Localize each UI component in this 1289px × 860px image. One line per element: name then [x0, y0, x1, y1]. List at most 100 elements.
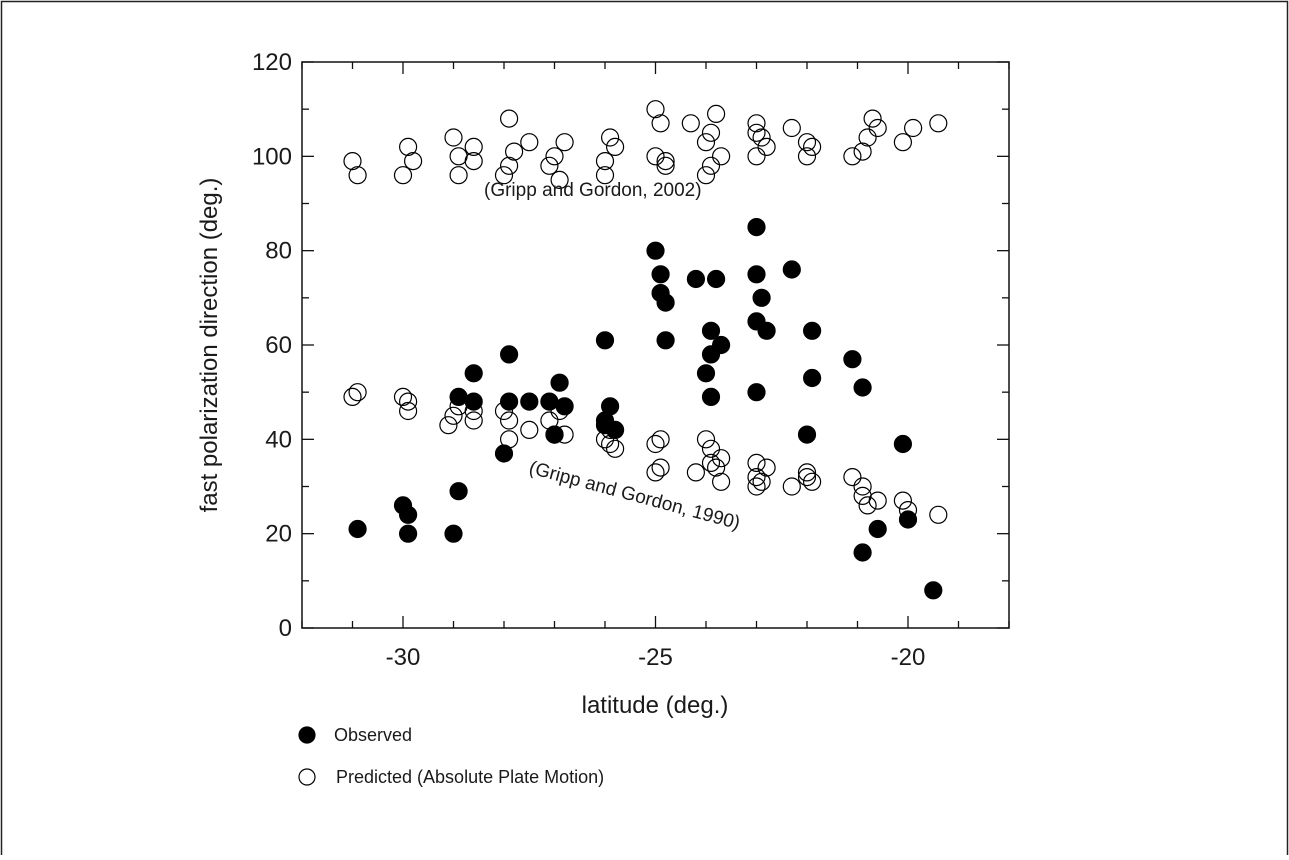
predicted-point — [504, 142, 524, 161]
predicted-point — [903, 118, 923, 138]
y-tick-label: 100 — [252, 143, 292, 170]
predicted-point — [646, 463, 665, 482]
predicted-point — [711, 449, 731, 468]
predicted-point — [646, 147, 665, 166]
predicted-point — [343, 387, 362, 406]
axis-tick-labels: -30 -25 -20 0 20 40 60 80 100 120 — [252, 49, 925, 671]
y-tick-label: 120 — [252, 49, 292, 76]
predicted-point — [651, 458, 670, 477]
predicted-point — [752, 472, 771, 491]
predicted-point — [656, 152, 675, 171]
x-tick-label: -30 — [386, 644, 421, 671]
observed-point — [656, 293, 675, 312]
predicted-point — [843, 147, 862, 166]
predicted-point — [747, 477, 766, 496]
predicted-point — [752, 128, 771, 147]
observed-point — [701, 387, 721, 406]
predicted-point — [681, 114, 700, 133]
y-tick-label: 20 — [265, 521, 292, 548]
legend: Observed Predicted (Absolute Plate Motio… — [298, 725, 604, 787]
observed-point — [752, 288, 771, 307]
predicted-point — [802, 472, 822, 491]
observed-point — [500, 392, 519, 411]
predicted-point — [686, 463, 706, 482]
observed-point — [696, 364, 716, 383]
predicted-point — [399, 137, 418, 156]
predicted-point — [782, 477, 801, 496]
annotation-gripp-gordon-2002: (Gripp and Gordon, 2002) — [484, 180, 702, 201]
predicted-point — [929, 114, 948, 133]
predicted-point — [500, 156, 519, 175]
predicted-point — [782, 118, 801, 138]
predicted-point — [747, 114, 766, 133]
observed-point — [605, 420, 625, 439]
predicted-point — [701, 156, 721, 175]
predicted-point — [348, 383, 367, 402]
predicted-point — [605, 439, 625, 458]
predicted-point — [540, 156, 559, 175]
predicted-point — [706, 104, 726, 124]
observed-point — [782, 260, 801, 279]
predicted-point — [757, 137, 776, 156]
predicted-point — [797, 133, 817, 152]
predicted-point — [444, 128, 463, 147]
observed-point — [802, 321, 822, 340]
observed-point — [656, 331, 675, 350]
predicted-point — [843, 468, 862, 487]
observed-point — [797, 425, 817, 444]
predicted-point — [797, 147, 817, 166]
predicted-point — [404, 152, 423, 171]
predicted-point — [651, 430, 670, 449]
legend-observed-label: Observed — [334, 725, 412, 745]
predicted-point — [393, 387, 413, 406]
predicted-point — [701, 123, 721, 142]
y-axis-title: fast polarization direction (deg.) — [196, 178, 223, 513]
observed-point — [520, 392, 539, 411]
x-tick-label: -20 — [891, 644, 926, 671]
observed-point — [843, 350, 862, 369]
predicted-point — [500, 411, 519, 430]
observed-point — [399, 505, 418, 524]
predicted-point — [600, 128, 620, 147]
legend-predicted-marker — [298, 768, 316, 786]
predicted-point — [858, 496, 877, 515]
observed-point — [868, 519, 887, 539]
predicted-point — [706, 458, 726, 477]
plot-frame — [301, 61, 1010, 629]
observed-point — [540, 392, 559, 411]
observed-point — [706, 269, 726, 289]
observed-point — [701, 345, 721, 364]
predicted-point — [520, 133, 539, 152]
legend-predicted-label: Predicted (Absolute Plate Motion) — [336, 767, 604, 787]
predicted-point — [595, 152, 615, 171]
predicted-point — [555, 133, 574, 152]
observed-point — [595, 331, 615, 350]
predicted-point — [595, 166, 615, 185]
legend-observed-marker — [298, 726, 316, 744]
predicted-point — [646, 434, 665, 454]
predicted-point — [711, 472, 731, 491]
predicted-point — [747, 453, 766, 472]
predicted-point — [696, 430, 716, 449]
predicted-point — [747, 468, 766, 487]
predicted-point — [696, 133, 716, 152]
predicted-point — [520, 420, 539, 439]
predicted-point — [757, 458, 776, 477]
x-axis-title: latitude (deg.) — [582, 692, 729, 719]
observed-point — [555, 397, 574, 416]
predicted-point — [929, 505, 948, 524]
observed-point — [494, 444, 514, 463]
observed-point — [449, 482, 468, 501]
predicted-point — [439, 416, 458, 435]
observed-point — [550, 373, 569, 392]
x-tick-label: -25 — [638, 644, 673, 671]
predicted-point — [853, 486, 872, 505]
predicted-point — [464, 411, 483, 430]
observed-point — [464, 392, 483, 411]
observed-point — [464, 364, 483, 383]
observed-point — [500, 345, 519, 364]
predicted-point — [545, 147, 564, 166]
predicted-point — [464, 137, 483, 156]
